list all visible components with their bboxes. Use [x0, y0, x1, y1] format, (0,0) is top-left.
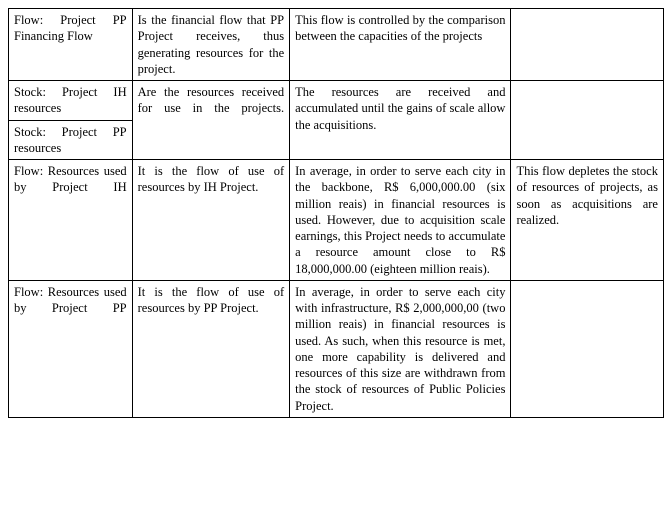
table-row: Stock: Project IH resources Stock: Proje… [9, 81, 663, 160]
cell-note [511, 281, 663, 417]
table-row: Flow: Resources used by Project PP It is… [9, 281, 663, 417]
cell-definition: It is the flow of use of resources by IH… [133, 160, 291, 280]
cell-detail: In average, in order to serve each city … [290, 281, 511, 417]
cell-note [511, 9, 663, 80]
cell-detail: This flow is controlled by the compariso… [290, 9, 511, 80]
cell-detail: In average, in order to serve each city … [290, 160, 511, 280]
cell-term: Stock: Project PP resources [9, 121, 132, 160]
cell-term: Stock: Project IH resources [9, 81, 132, 121]
cell-term: Flow: Resources used by Project IH [9, 160, 133, 280]
cell-note [511, 81, 663, 159]
table-row: Flow: Resources used by Project IH It is… [9, 160, 663, 281]
cell-term: Flow: Resources used by Project PP [9, 281, 133, 417]
cell-definition: Is the financial flow that PP Project re… [133, 9, 291, 80]
table-row: Flow: Project PP Financing Flow Is the f… [9, 9, 663, 81]
cell-definition: Are the resources received for use in th… [133, 81, 291, 159]
definitions-table: Flow: Project PP Financing Flow Is the f… [8, 8, 664, 418]
cell-detail: The resources are received and accumulat… [290, 81, 511, 159]
cell-term: Flow: Project PP Financing Flow [9, 9, 133, 80]
cell-definition: It is the flow of use of resources by PP… [133, 281, 291, 417]
cell-note: This flow depletes the stock of resource… [511, 160, 663, 280]
cell-term-stack: Stock: Project IH resources Stock: Proje… [9, 81, 133, 159]
